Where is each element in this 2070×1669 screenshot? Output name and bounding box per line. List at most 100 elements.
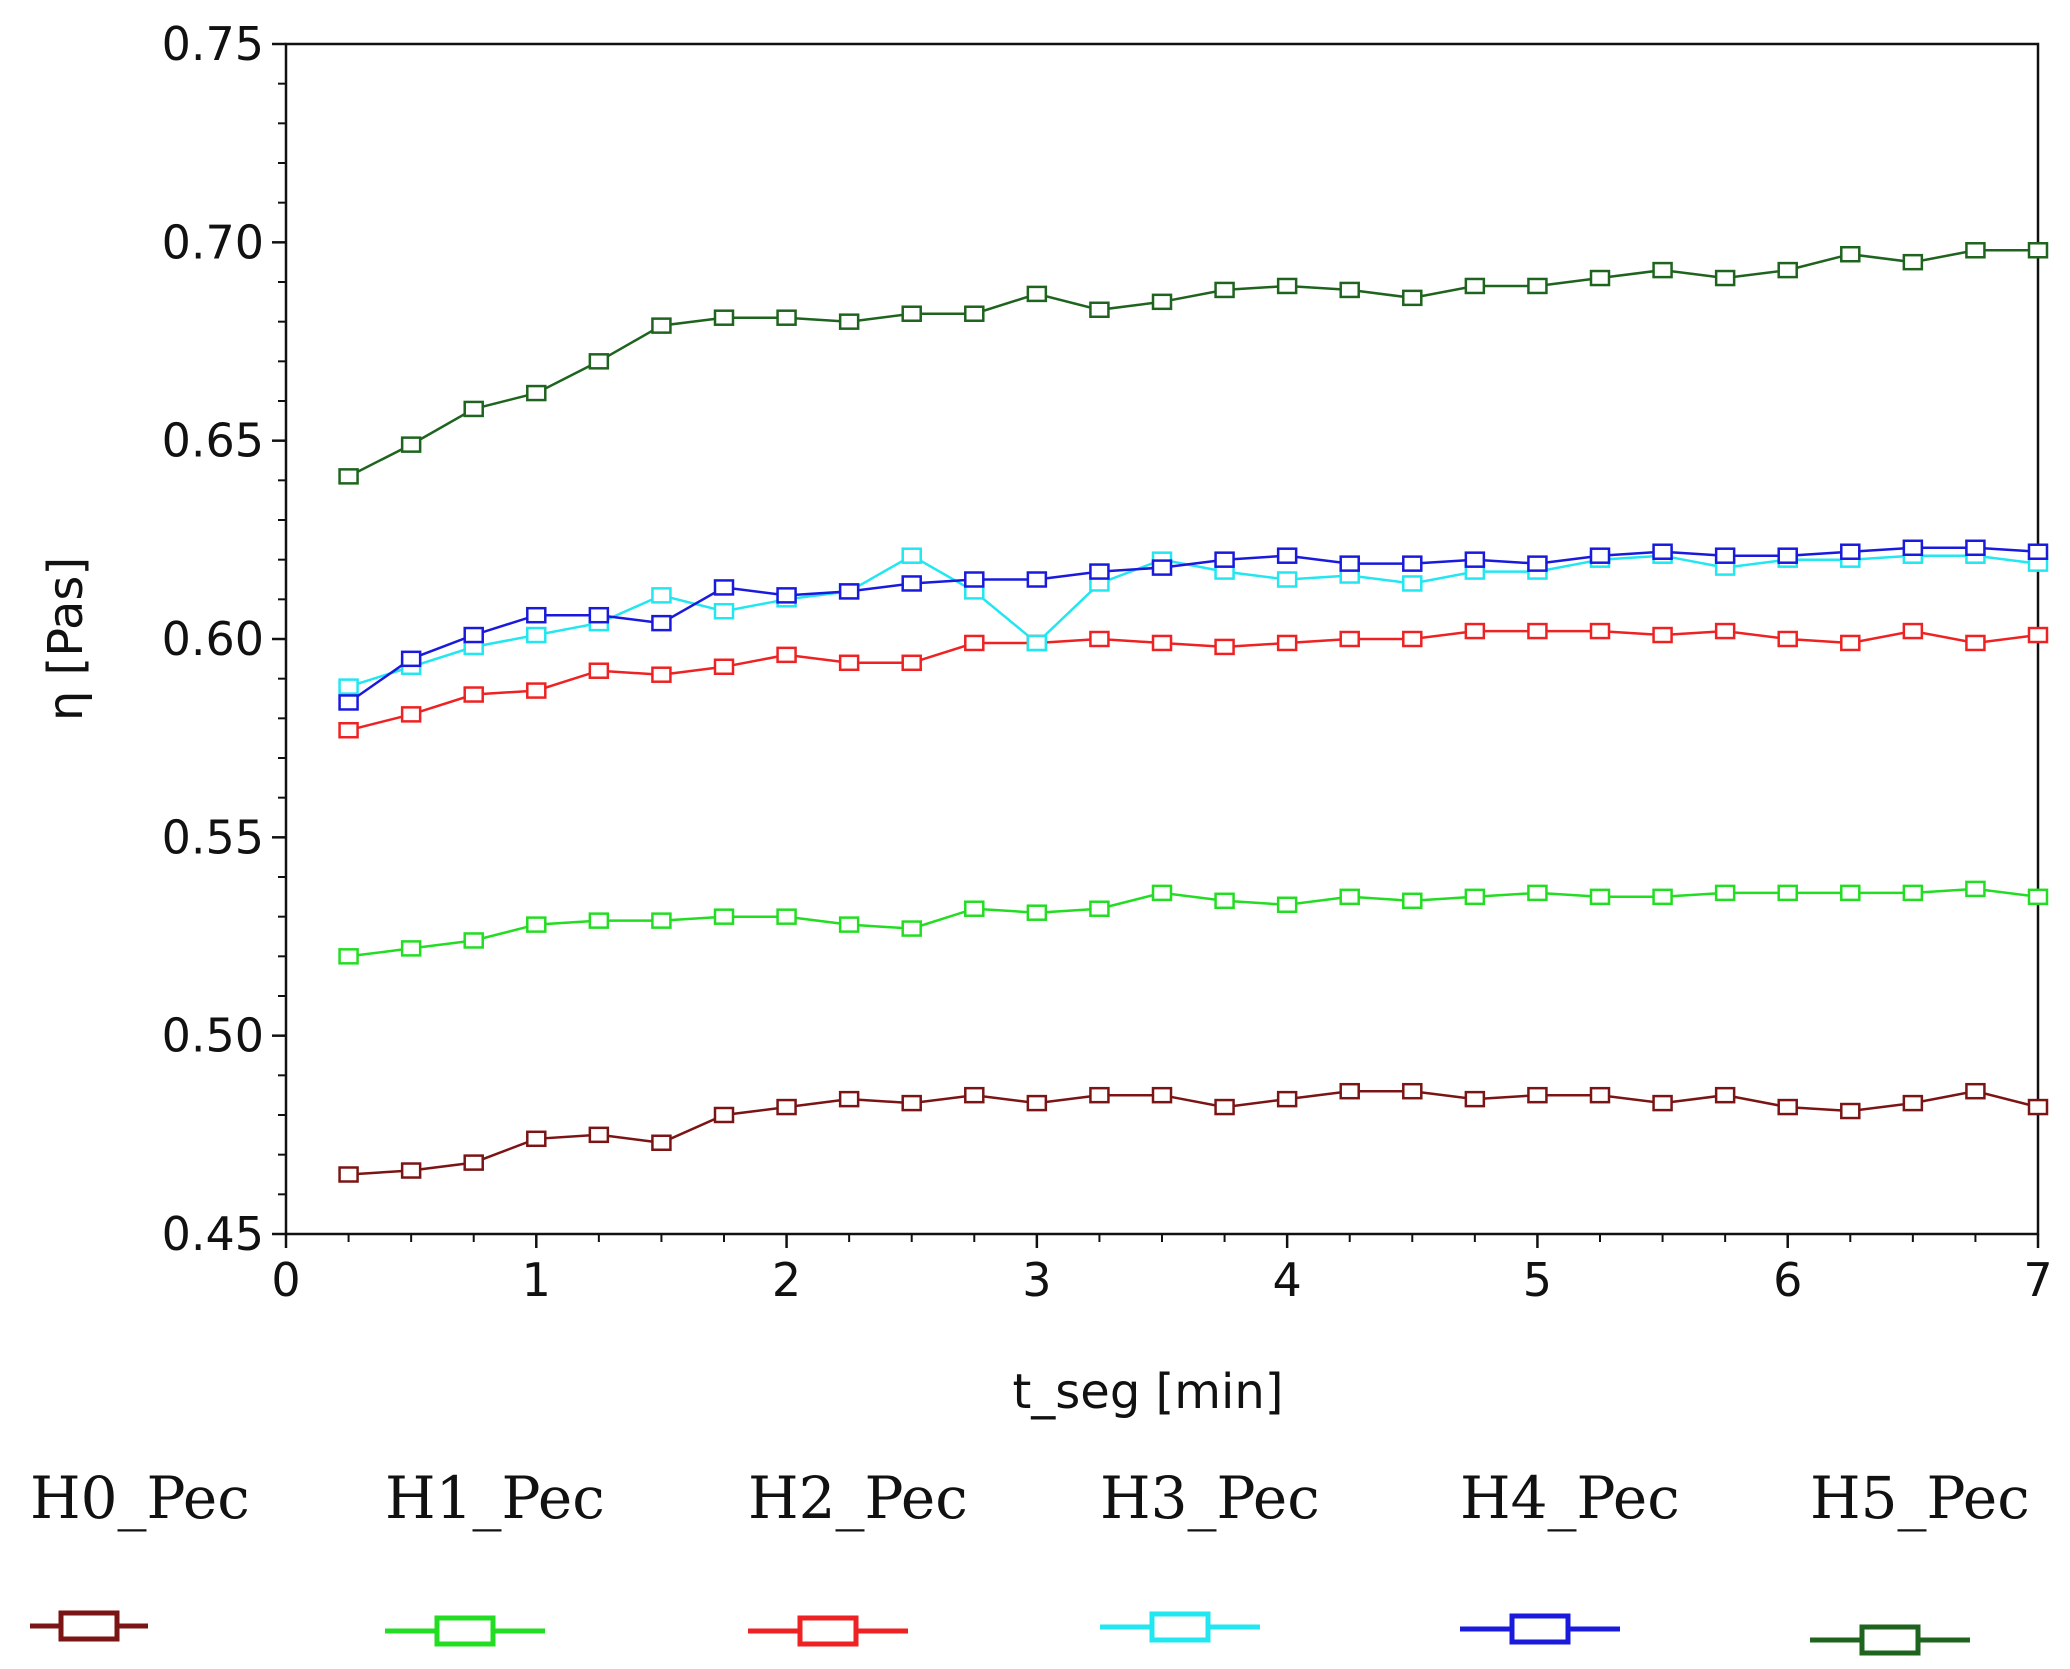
data-point <box>1589 888 1611 906</box>
y-tick-label: 0.45 <box>162 1207 264 1261</box>
series-layer <box>338 242 2049 1183</box>
data-point <box>901 920 922 937</box>
data-point <box>588 606 610 624</box>
x-tick-label: 2 <box>772 1253 801 1307</box>
data-point <box>1276 547 1298 564</box>
x-tick-label: 7 <box>2023 1253 2052 1307</box>
data-point <box>1151 1086 1173 1104</box>
legend-swatch <box>1460 1613 1620 1645</box>
data-point <box>1464 277 1486 295</box>
data-point <box>1464 551 1486 568</box>
y-tick-label: 0.55 <box>162 810 264 864</box>
data-point <box>713 309 735 326</box>
data-point <box>526 1130 547 1148</box>
data-point <box>463 400 484 418</box>
data-point <box>713 908 735 925</box>
series-H4_Pec <box>338 539 2049 711</box>
data-point <box>1276 1090 1298 1108</box>
data-point <box>1527 884 1548 902</box>
data-point <box>1402 630 1423 648</box>
data-point <box>1151 559 1173 576</box>
legend: H0_Pec H1_Pec H2_Pec H3_Pec H4_Pec H5_Pec <box>30 1464 2030 1656</box>
data-point <box>1402 289 1423 307</box>
data-point <box>526 626 547 644</box>
data-point <box>1840 1102 1861 1120</box>
data-point <box>1902 884 1924 902</box>
data-point <box>463 686 484 703</box>
data-point <box>901 1094 922 1112</box>
data-point <box>588 1126 610 1144</box>
data-point <box>1527 555 1548 572</box>
data-point <box>1777 547 1798 564</box>
data-point <box>838 654 860 672</box>
data-point <box>838 1090 860 1108</box>
legend-swatch-marker <box>434 1615 496 1647</box>
data-point <box>1026 634 1048 652</box>
series-line <box>348 629 2039 732</box>
data-point <box>1214 892 1235 910</box>
data-point <box>1339 281 1360 299</box>
data-point <box>588 662 610 679</box>
data-point <box>1965 880 1986 898</box>
data-point <box>1840 634 1861 652</box>
data-point <box>651 912 672 929</box>
data-point <box>526 384 547 402</box>
legend-swatch <box>30 1610 148 1642</box>
x-axis-title: t_seg [min] <box>1012 1364 1283 1420</box>
data-point <box>1339 1082 1360 1100</box>
data-point <box>1527 622 1548 640</box>
legend-swatch <box>385 1615 545 1647</box>
data-point <box>1777 630 1798 648</box>
data-point <box>1151 293 1173 311</box>
data-point <box>1589 547 1611 564</box>
legend-label: H0_Pec <box>30 1464 250 1532</box>
data-point <box>1214 1098 1235 1116</box>
series-line <box>348 249 2038 478</box>
data-point <box>2027 1098 2049 1116</box>
legend-swatch-marker <box>1509 1613 1571 1645</box>
data-point <box>964 634 985 652</box>
series-H2_Pec <box>338 622 2049 739</box>
legend-label: H1_Pec <box>385 1464 605 1532</box>
data-point <box>1589 622 1611 640</box>
y-tick-label: 0.65 <box>162 414 264 468</box>
data-point <box>1840 543 1861 560</box>
y-axis-title: η [Pas] <box>38 557 94 721</box>
data-point <box>1026 1094 1048 1112</box>
data-point <box>776 587 797 604</box>
legend-label: H3_Pec <box>1100 1464 1320 1532</box>
data-point <box>964 305 985 322</box>
data-point <box>1464 622 1486 640</box>
data-point <box>901 547 922 564</box>
data-point <box>1965 539 1986 557</box>
data-point <box>338 948 359 965</box>
data-point <box>1151 634 1173 652</box>
series-line <box>348 887 2039 958</box>
data-point <box>2027 242 2049 259</box>
data-point <box>1965 634 1986 652</box>
data-point <box>463 932 484 949</box>
data-point <box>838 583 860 600</box>
data-point <box>1214 281 1235 299</box>
data-point <box>338 678 359 695</box>
x-tick-label: 5 <box>1523 1253 1552 1307</box>
data-point <box>400 436 422 453</box>
data-point <box>901 575 922 592</box>
data-point <box>1339 888 1360 906</box>
data-point <box>1276 896 1298 914</box>
series-line <box>347 546 2039 704</box>
data-point <box>713 602 735 620</box>
data-point <box>776 646 797 664</box>
data-point <box>1214 638 1235 656</box>
data-point <box>1214 551 1235 568</box>
data-point <box>1714 269 1736 287</box>
data-point <box>1402 1082 1423 1100</box>
data-point <box>1026 904 1048 921</box>
data-point <box>1965 1082 1986 1100</box>
data-point <box>1089 563 1110 580</box>
data-point <box>400 650 422 668</box>
data-point <box>463 1154 484 1171</box>
data-point <box>776 309 797 326</box>
data-point <box>400 706 422 723</box>
data-point <box>713 579 735 596</box>
